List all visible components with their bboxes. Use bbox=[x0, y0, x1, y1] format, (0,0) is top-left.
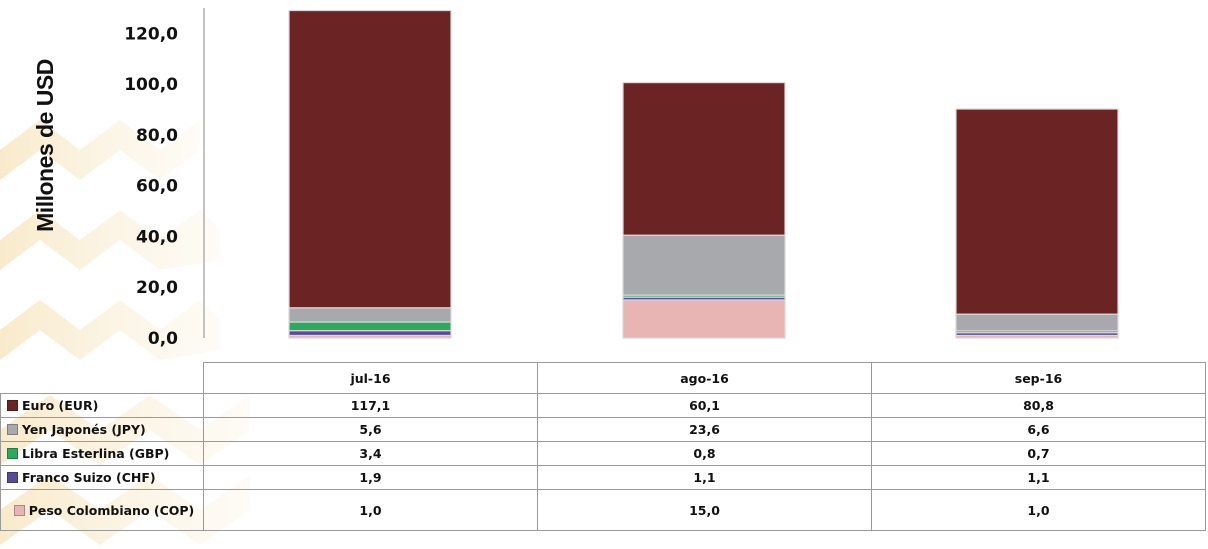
table-cell: 1,1 bbox=[537, 465, 872, 490]
row-label: Libra Esterlina (GBP) bbox=[0, 441, 204, 466]
legend-swatch bbox=[13, 504, 25, 516]
table-cell: 23,6 bbox=[537, 417, 872, 442]
bar-segment bbox=[288, 9, 452, 309]
series-name: Libra Esterlina (GBP) bbox=[22, 446, 170, 461]
column-header: sep-16 bbox=[871, 362, 1206, 394]
table-row: Yen Japonés (JPY) 5,6 23,6 6,6 bbox=[0, 417, 1206, 442]
bar-segment bbox=[622, 234, 786, 296]
table-cell: 60,1 bbox=[537, 393, 872, 418]
table-row: Euro (EUR) 117,1 60,1 80,8 bbox=[0, 393, 1206, 418]
table-row: Peso Colombiano (COP) 1,0 15,0 1,0 bbox=[0, 489, 1206, 531]
bar-segment bbox=[622, 299, 786, 339]
table-corner-cell bbox=[0, 362, 204, 394]
row-label: Yen Japonés (JPY) bbox=[0, 417, 204, 442]
table-cell: 117,1 bbox=[203, 393, 538, 418]
table-cell: 80,8 bbox=[871, 393, 1206, 418]
y-tick-label: 60,0 bbox=[136, 177, 178, 197]
y-tick-labels: 0,0 20,0 40,0 60,0 80,0 100,0 120,0 bbox=[124, 24, 178, 349]
table-cell: 5,6 bbox=[203, 417, 538, 442]
column-header: jul-16 bbox=[203, 362, 538, 394]
bar-segment bbox=[288, 330, 452, 337]
legend-swatch bbox=[7, 424, 18, 435]
table-header-row: jul-16 ago-16 sep-16 bbox=[0, 362, 1206, 394]
series-name: Euro (EUR) bbox=[22, 398, 99, 413]
table-cell: 1,0 bbox=[871, 489, 1206, 531]
legend-swatch bbox=[7, 472, 18, 483]
bar-segment bbox=[288, 307, 452, 323]
bars-group bbox=[288, 9, 1119, 339]
table-cell: 0,8 bbox=[537, 441, 872, 466]
bar-segment bbox=[622, 82, 786, 236]
y-tick-label: 100,0 bbox=[124, 75, 178, 95]
table-cell: 3,4 bbox=[203, 441, 538, 466]
data-table: jul-16 ago-16 sep-16 Euro (EUR) 117,1 60… bbox=[0, 362, 1206, 531]
table-cell: 1,9 bbox=[203, 465, 538, 490]
table-cell: 0,7 bbox=[871, 441, 1206, 466]
y-tick-label: 120,0 bbox=[124, 24, 178, 44]
y-tick-label: 0,0 bbox=[148, 329, 178, 349]
bar-segment bbox=[955, 313, 1119, 332]
legend-swatch bbox=[7, 400, 18, 411]
bar-segment bbox=[955, 108, 1119, 315]
row-label: Peso Colombiano (COP) bbox=[0, 489, 204, 531]
series-name: Yen Japonés (JPY) bbox=[22, 422, 146, 437]
table-row: Franco Suizo (CHF) 1,9 1,1 1,1 bbox=[0, 465, 1206, 490]
table-cell: 1,0 bbox=[203, 489, 538, 531]
table-cell: 1,1 bbox=[871, 465, 1206, 490]
column-header: ago-16 bbox=[537, 362, 872, 394]
table-cell: 6,6 bbox=[871, 417, 1206, 442]
y-tick-label: 20,0 bbox=[136, 278, 178, 298]
table-cell: 15,0 bbox=[537, 489, 872, 531]
stacked-bar-chart: 0,0 20,0 40,0 60,0 80,0 100,0 120,0 bbox=[124, 8, 1119, 349]
y-tick-label: 40,0 bbox=[136, 227, 178, 247]
row-label: Euro (EUR) bbox=[0, 393, 204, 418]
table-row: Libra Esterlina (GBP) 3,4 0,8 0,7 bbox=[0, 441, 1206, 466]
series-name: Peso Colombiano (COP) bbox=[28, 502, 195, 518]
row-label: Franco Suizo (CHF) bbox=[0, 465, 204, 490]
legend-swatch bbox=[7, 448, 18, 459]
y-tick-label: 80,0 bbox=[136, 126, 178, 146]
series-name: Franco Suizo (CHF) bbox=[22, 470, 156, 485]
bar-segment bbox=[288, 321, 452, 332]
